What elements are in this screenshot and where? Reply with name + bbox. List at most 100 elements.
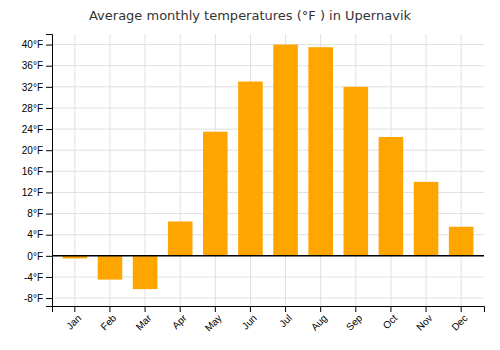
- bar: [133, 256, 158, 289]
- y-tick-mark: [46, 277, 52, 278]
- x-tick-label: Feb: [98, 312, 118, 332]
- y-tick-mark: [46, 256, 52, 257]
- y-tick-label: 4°F: [27, 229, 43, 240]
- plot: -8°F -4°F 0°F 4°F 8°F 12°F 16°F 20°F 24°F 28°F 32°…: [22, 34, 485, 334]
- y-tick-label: 20°F: [22, 145, 43, 156]
- y-tick-label: 32°F: [22, 82, 43, 93]
- zero-line: [52, 255, 484, 257]
- bar: [238, 82, 263, 256]
- y-tick: 12°F: [22, 187, 52, 198]
- x-tick-mark: [145, 306, 146, 312]
- bar: [273, 45, 298, 256]
- x-tick-mark: [355, 306, 356, 312]
- y-tick-mark: [46, 192, 52, 193]
- y-tick-mark: [46, 235, 52, 236]
- x-tick: Mar: [134, 306, 154, 332]
- bar: [203, 132, 228, 256]
- y-tick-mark: [46, 298, 52, 299]
- x-tick-label: Sep: [344, 312, 365, 333]
- grid-line: [52, 150, 484, 151]
- grid-line: [52, 44, 484, 45]
- grid-line: [52, 65, 484, 66]
- y-tick: 16°F: [22, 166, 52, 177]
- y-tick: 0°F: [27, 251, 52, 262]
- grid-line: [180, 34, 181, 306]
- x-tick-label: Jul: [277, 312, 294, 329]
- y-tick-label: 12°F: [22, 187, 43, 198]
- x-axis-line: [53, 307, 485, 313]
- x-tick: Nov: [414, 306, 434, 333]
- x-tick-mark: [250, 306, 251, 312]
- y-tick-mark: [46, 108, 52, 109]
- x-tick-label: Nov: [414, 312, 434, 332]
- y-tick-label: 0°F: [27, 251, 43, 262]
- x-tick-mark: [109, 306, 110, 312]
- y-axis: -8°F -4°F 0°F 4°F 8°F 12°F 16°F 20°F 24°F 28°F 32°…: [22, 35, 53, 307]
- bars: [63, 45, 474, 290]
- y-tick-label: -8°F: [24, 293, 43, 304]
- x-tick: Jul: [277, 306, 294, 329]
- x-tick-label: May: [203, 312, 224, 333]
- y-tick: -8°F: [24, 293, 52, 304]
- grid-line: [52, 171, 484, 172]
- y-tick: 28°F: [22, 103, 52, 114]
- grid-line: [52, 298, 484, 299]
- y-tick-mark: [46, 66, 52, 67]
- bar: [414, 182, 439, 256]
- y-tick-label: 24°F: [22, 124, 43, 135]
- x-tick: Oct: [381, 306, 400, 331]
- x-tick-mark: [180, 306, 181, 312]
- y-tick: 24°F: [22, 124, 52, 135]
- x-tick-mark: [74, 306, 75, 312]
- x-tick: Sep: [344, 306, 365, 333]
- y-tick-mark: [46, 214, 52, 215]
- y-axis-line: [46, 35, 53, 307]
- grid-line: [52, 86, 484, 87]
- y-tick: -4°F: [24, 272, 52, 283]
- y-tick-label: -4°F: [24, 272, 43, 283]
- x-tick: Dec: [449, 306, 469, 333]
- y-tick: 32°F: [22, 82, 52, 93]
- x-tick: Jan: [64, 306, 83, 332]
- y-tick: 8°F: [27, 208, 52, 219]
- x-tick-label: Mar: [134, 312, 154, 332]
- grid-line: [74, 34, 75, 306]
- y-tick-mark: [46, 45, 52, 46]
- x-tick-label: Jun: [240, 312, 259, 331]
- x-tick-mark: [461, 306, 462, 312]
- y-tick-mark: [46, 171, 52, 172]
- x-tick-mark: [320, 306, 321, 312]
- grid-line: [461, 34, 462, 306]
- y-tick-label: 8°F: [27, 208, 43, 219]
- x-axis: Jan Feb Mar Apr May Jun Jul Aug Sep Oct Nov Dec: [53, 306, 485, 334]
- y-tick-mark: [46, 150, 52, 151]
- x-tick-label: Oct: [381, 312, 400, 331]
- grid: [52, 34, 484, 306]
- y-tick: 36°F: [22, 60, 52, 71]
- y-tick-label: 40°F: [22, 39, 43, 50]
- bar: [449, 227, 474, 256]
- y-tick: 4°F: [27, 229, 52, 240]
- x-tick-label: Dec: [449, 312, 469, 332]
- x-tick: Feb: [98, 306, 118, 332]
- x-tick-mark: [215, 306, 216, 312]
- bar: [308, 47, 333, 256]
- y-tick: 20°F: [22, 145, 52, 156]
- x-tick-label: Jan: [64, 312, 83, 331]
- y-tick: 40°F: [22, 39, 52, 50]
- grid-line: [426, 34, 427, 306]
- x-tick: May: [203, 306, 224, 334]
- x-tick-label: Aug: [309, 312, 329, 332]
- title: Average monthly temperatures (°F ) in Up…: [89, 8, 412, 23]
- x-tick-mark: [285, 306, 286, 312]
- grid-line: [52, 107, 484, 108]
- bar: [379, 137, 404, 256]
- y-tick-label: 36°F: [22, 60, 43, 71]
- y-tick-mark: [46, 87, 52, 88]
- x-tick: Apr: [170, 306, 189, 331]
- x-tick-label: Apr: [170, 312, 189, 331]
- x-tick: Jun: [240, 306, 259, 332]
- x-tick: Aug: [309, 306, 329, 333]
- y-tick-label: 28°F: [22, 103, 43, 114]
- bar: [344, 87, 369, 256]
